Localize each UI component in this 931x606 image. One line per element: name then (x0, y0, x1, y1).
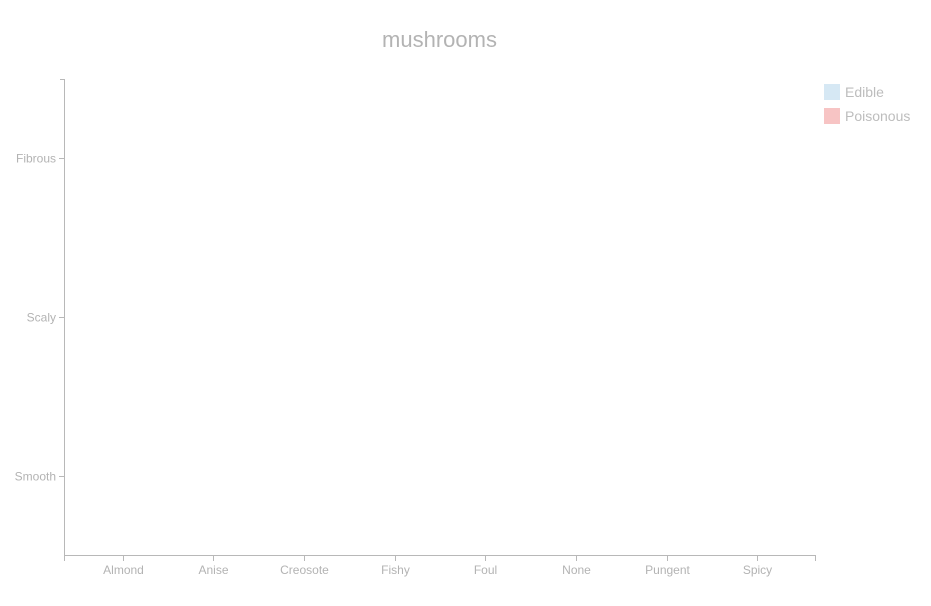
x-tick-label: Foul (474, 563, 497, 577)
legend-label: Edible (845, 84, 884, 100)
y-tick-label: Scaly (27, 311, 56, 325)
x-tick-label: Creosote (280, 563, 329, 577)
x-tick-label: Spicy (743, 563, 772, 577)
legend: Edible Poisonous (824, 84, 910, 124)
x-tick-label: Fishy (381, 563, 410, 577)
y-tick-label: Smooth (15, 470, 56, 484)
x-tick-label: None (562, 563, 591, 577)
legend-swatch (824, 84, 840, 100)
legend-swatch (824, 108, 840, 124)
y-axis: Fibrous Scaly Smooth (15, 79, 65, 555)
y-tick-label: Fibrous (16, 152, 56, 166)
legend-label: Poisonous (845, 108, 910, 124)
x-tick-label: Anise (198, 563, 228, 577)
chart-title: mushrooms (382, 27, 497, 52)
x-tick-label: Pungent (645, 563, 690, 577)
x-tick-label: Almond (103, 563, 144, 577)
x-axis: Almond Anise Creosote Fishy Foul None Pungent S… (64, 555, 816, 577)
